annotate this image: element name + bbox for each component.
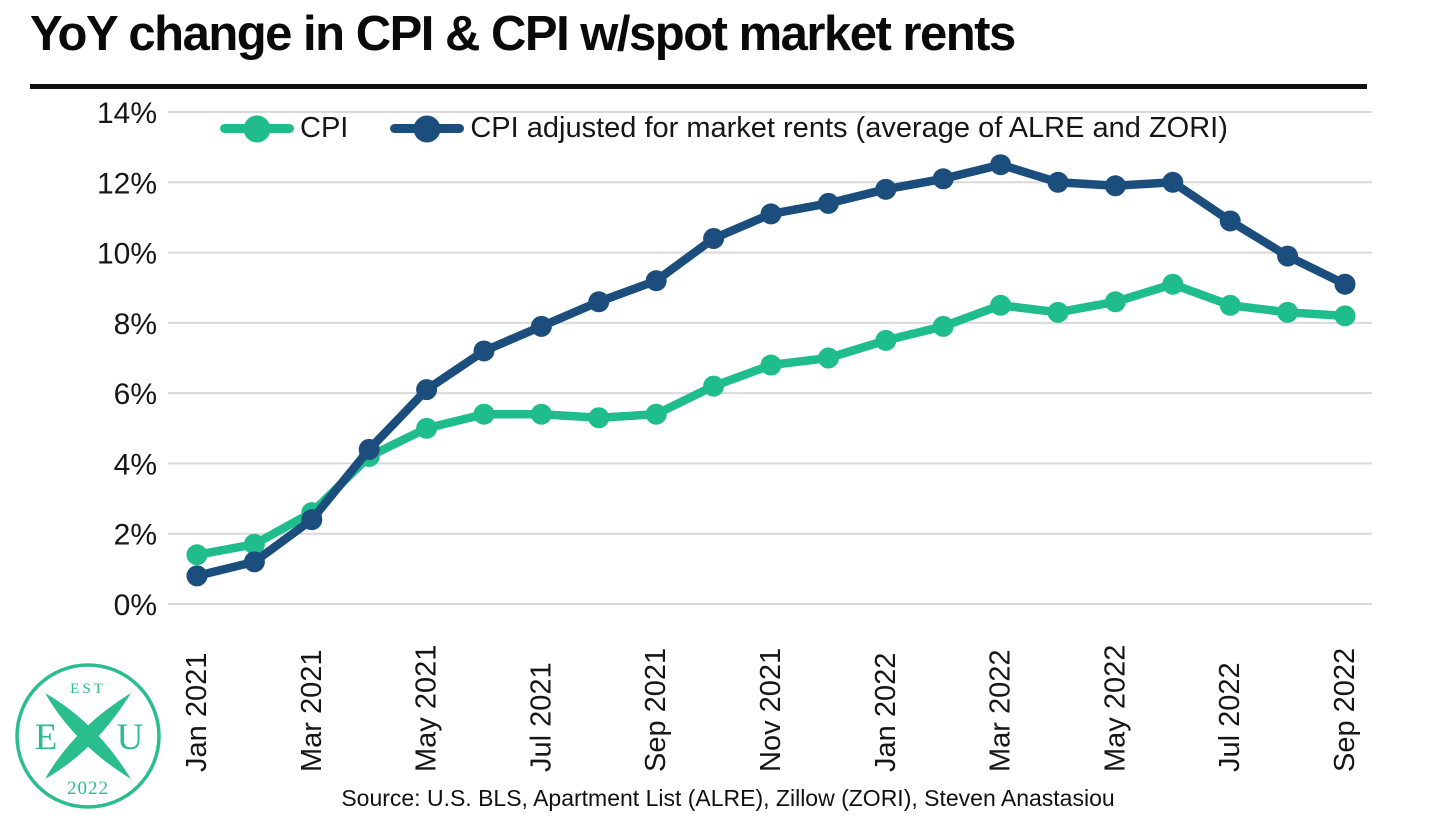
cpi-adjusted-point — [1104, 175, 1126, 197]
source-text: Source: U.S. BLS, Apartment List (ALRE),… — [341, 785, 1115, 811]
cpi-adjusted-point — [703, 228, 725, 250]
cpi-point — [1334, 305, 1356, 327]
cpi-adjusted-point — [1047, 171, 1069, 193]
cpi-point — [1277, 301, 1299, 323]
cpi-adjusted-point — [530, 315, 552, 337]
cpi-point — [1104, 291, 1126, 313]
logo-blade-icon — [45, 693, 131, 779]
y-tick-label: 8% — [114, 308, 157, 341]
y-tick-label: 2% — [114, 519, 157, 552]
legend-dot-icon — [413, 115, 441, 142]
cpi-point — [473, 403, 495, 425]
x-tick-label: Jul 2022 — [1214, 662, 1246, 772]
x-tick-label: Sep 2022 — [1329, 648, 1361, 772]
legend-dot-icon — [243, 115, 271, 142]
cpi-adjusted-point — [1277, 245, 1299, 267]
y-tick-label: 12% — [97, 167, 157, 200]
cpi-point — [1219, 294, 1241, 316]
cpi-point — [1162, 273, 1184, 295]
cpi-adjusted-point — [186, 565, 208, 587]
logo-circle — [15, 663, 161, 809]
cpi-adjusted-point — [473, 340, 495, 362]
x-tick-label: Mar 2022 — [985, 649, 1017, 772]
x-tick-label: Sep 2021 — [640, 648, 672, 772]
cpi-adjusted-point — [1162, 171, 1184, 193]
y-tick-label: 6% — [114, 378, 157, 411]
x-tick-label: Jan 2022 — [870, 653, 902, 772]
legend-item-cpi: CPI — [220, 112, 348, 145]
y-tick-label: 0% — [114, 589, 157, 622]
cpi-adjusted-point — [358, 438, 380, 460]
cpi-point — [645, 403, 667, 425]
cpi-adjusted-point — [990, 154, 1012, 176]
legend-item-cpi-adjusted: CPI adjusted for market rents (average o… — [390, 112, 1228, 145]
x-tick-label: Jan 2021 — [181, 653, 213, 772]
cpi-line — [192, 279, 1350, 560]
cpi-adjusted-point — [760, 203, 782, 225]
cpi-adjusted-point — [817, 192, 839, 214]
y-tick-label: 14% — [97, 97, 157, 130]
x-tick-label: Nov 2021 — [755, 648, 787, 772]
cpi-point — [817, 347, 839, 369]
cpi-point — [875, 329, 897, 351]
x-tick-label: May 2022 — [1099, 645, 1131, 772]
legend-marker-cpi — [220, 115, 294, 142]
cpi-point — [1047, 301, 1069, 323]
cpi-point — [990, 294, 1012, 316]
legend-label-cpi: CPI — [300, 112, 349, 144]
cpi-point — [416, 417, 438, 439]
x-tick-label: Mar 2021 — [296, 649, 328, 772]
cpi-point — [243, 533, 265, 555]
cpi-point — [530, 403, 552, 425]
legend-marker-cpi-adjusted — [390, 115, 465, 142]
cpi-point — [932, 315, 954, 337]
x-tick-label: Jul 2021 — [525, 662, 557, 772]
cpi-point — [703, 375, 725, 397]
logo-letter-u: U — [117, 717, 144, 758]
cpi-adjusted-point — [1219, 210, 1241, 232]
cpi-adjusted-point — [588, 291, 610, 313]
cpi-point — [760, 354, 782, 376]
legend-label-cpi-adjusted: CPI adjusted for market rents (average o… — [470, 112, 1228, 144]
cpi-adjusted-point — [645, 270, 667, 292]
cpi-adjusted-point — [243, 551, 265, 573]
cpi-adjusted-point — [875, 178, 897, 200]
title-underline — [30, 84, 1367, 89]
y-tick-label: 10% — [97, 238, 157, 271]
cpi-adjusted-point — [416, 379, 438, 401]
cpi-adjusted-point — [301, 509, 323, 531]
logo-est-text: EST — [70, 681, 106, 697]
logo: EST E U 2022 — [15, 663, 161, 809]
y-tick-label: 4% — [114, 448, 157, 481]
chart-title: YoY change in CPI & CPI w/spot market re… — [30, 7, 1016, 61]
cpi-point — [588, 407, 610, 429]
cpi-adjusted-point — [932, 168, 954, 190]
x-tick-label: May 2021 — [411, 645, 443, 772]
cpi-adjusted-point — [1334, 273, 1356, 295]
logo-year-text: 2022 — [67, 778, 109, 799]
logo-letter-e: E — [35, 717, 58, 758]
legend: CPI CPI adjusted for market rents (avera… — [220, 112, 1228, 145]
cpi-point — [186, 544, 208, 566]
